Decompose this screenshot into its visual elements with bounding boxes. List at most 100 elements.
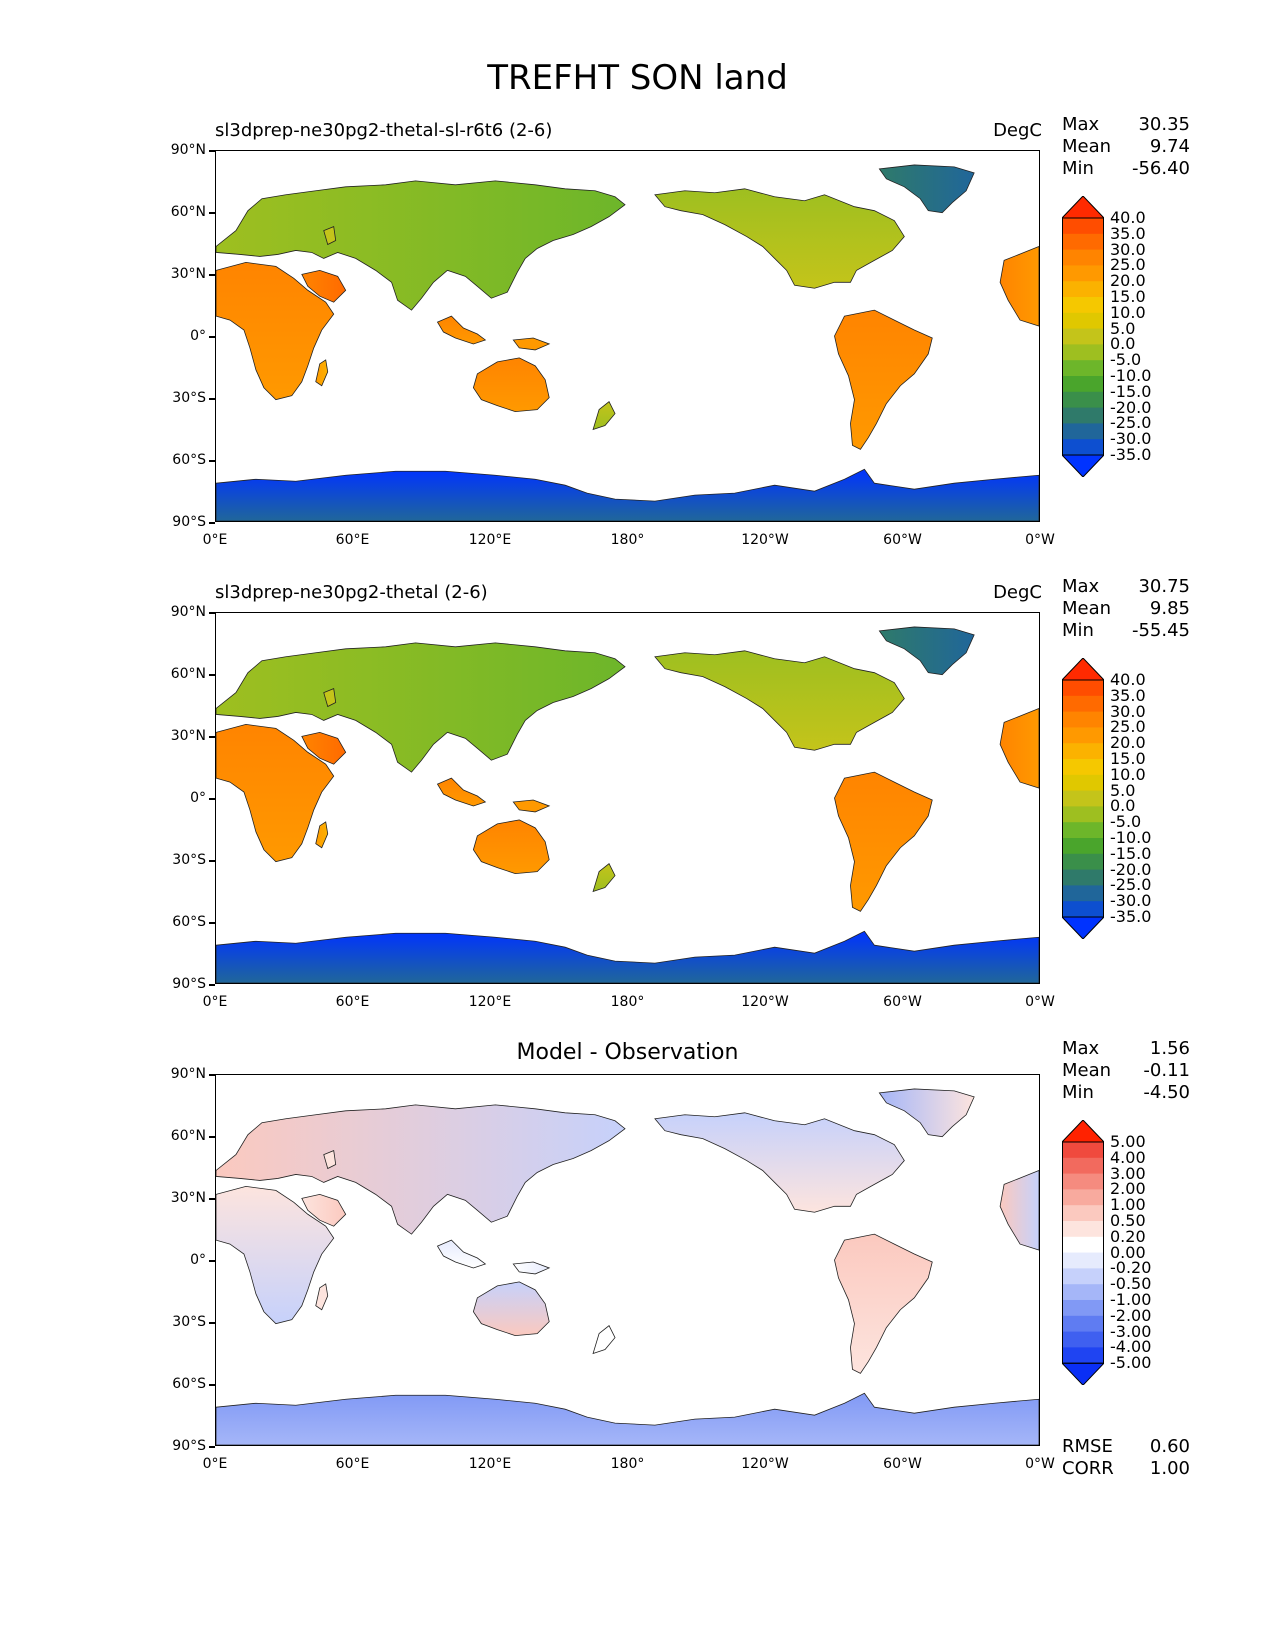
- panel-2-land-eurasia: [216, 642, 626, 773]
- panel-3-map-svg: [216, 1088, 1039, 1445]
- panel-1-colorbar-label: -5.0: [1110, 350, 1142, 370]
- panel-1-colorbar-segment: [1062, 344, 1104, 361]
- panel-2-colorbar-extend-top: [1060, 657, 1106, 681]
- panel-2-colorbar-segment: [1062, 806, 1104, 823]
- panel-3-land-namerica: [654, 1112, 905, 1213]
- panel-3-bottom-stat-rmse: RMSE 0.60: [1062, 1436, 1190, 1457]
- panel-3-colorbar-label: -1.00: [1110, 1289, 1152, 1309]
- panel-3-colorbar-label: 0.20: [1110, 1226, 1146, 1246]
- panel-1-lat-tick: 60°S: [146, 452, 215, 468]
- panel-1-lat-tick: 30°S: [146, 390, 215, 406]
- panel-2-lon-tick: 60°W: [883, 994, 922, 1010]
- panel-2-lon-tick: 0°W: [1025, 994, 1055, 1010]
- panel-1-colorbar-svg: [1060, 195, 1106, 478]
- panel-1-colorbar-segment: [1062, 376, 1104, 393]
- panel-3-land-newguinea: [512, 1261, 551, 1275]
- figure-title: TREFHT SON land: [487, 58, 788, 98]
- panel-1-colorbar-label: 10.0: [1110, 302, 1146, 322]
- panel-2-land-namerica: [654, 650, 905, 751]
- panel-2-units: DegC: [993, 582, 1042, 603]
- panel-3-title-center: Model - Observation: [516, 1040, 739, 1065]
- panel-2-map: [215, 612, 1040, 984]
- panel-2-colorbar-label: 40.0: [1110, 670, 1146, 689]
- panel-1-colorbar-label: -35.0: [1110, 444, 1152, 464]
- panel-1-land-samerica: [834, 309, 933, 450]
- panel-1-colorbar-segment: [1062, 312, 1104, 330]
- panel-1-land-westafrica_edge: [999, 246, 1039, 327]
- panel-2-lon-tick: 180°: [610, 994, 645, 1010]
- panel-2-lon-tick: 60°E: [335, 994, 370, 1010]
- panel-1-lon-tick: 120°E: [468, 532, 512, 548]
- panel-1-colorbar-label: -30.0: [1110, 429, 1152, 449]
- panel-1-lon-tick: 60°W: [883, 532, 922, 548]
- panel-2-land-samerica: [834, 771, 933, 912]
- panel-3-land-seasia: [436, 1239, 487, 1269]
- panel-3-colorbar-segment: [1062, 1252, 1104, 1269]
- panel-1-land-madagascar: [315, 359, 329, 387]
- panel-3-stat-mean: Mean -0.11: [1062, 1060, 1190, 1081]
- panel-1-stat-label: Mean: [1062, 136, 1112, 157]
- panel-2-colorbar-segment: [1062, 774, 1104, 792]
- panel-3-colorbar-label: 5.00: [1110, 1132, 1146, 1151]
- panel-2-land-westafrica_edge: [999, 708, 1039, 789]
- panel-1-stat-value: -56.40: [1131, 158, 1190, 179]
- panel-2-land-australia: [472, 819, 550, 874]
- panel-3-lon-tick: 120°E: [468, 1456, 512, 1472]
- panel-3-land-madagascar: [315, 1283, 329, 1311]
- panel-3-land-westafrica_edge: [999, 1170, 1039, 1251]
- panel-3-land-africa: [216, 1185, 335, 1325]
- panel-2-lon-tick: 0°E: [202, 994, 228, 1010]
- panel-1-lat-tick: 60°N: [146, 204, 215, 220]
- panel-3-lon-tick: 0°E: [202, 1456, 228, 1472]
- panel-3-land-nz: [592, 1325, 616, 1355]
- panel-1-land-australia: [472, 357, 550, 412]
- panel-1-lat-tick: 90°N: [146, 142, 215, 158]
- panel-3-lat-tick: 60°N: [146, 1128, 215, 1144]
- panel-1-land-seasia: [436, 315, 487, 345]
- panel-3-colorbar-segment: [1062, 1141, 1104, 1159]
- panel-2-colorbar-extend-bottom: [1060, 916, 1106, 940]
- panel-1-colorbar-label: -10.0: [1110, 365, 1152, 385]
- panel-2-colorbar-label: -35.0: [1110, 906, 1152, 926]
- panel-3-colorbar-segment: [1062, 1220, 1104, 1238]
- panel-2-colorbar-label: -30.0: [1110, 891, 1152, 911]
- panel-3-land-greenland: [878, 1088, 975, 1138]
- panel-2-stat-max: Max 30.75: [1062, 576, 1190, 597]
- panel-3-colorbar-label: -4.00: [1110, 1337, 1152, 1357]
- panel-1-lat-tick: 0°: [146, 328, 215, 344]
- panel-1-colorbar-label: 30.0: [1110, 239, 1146, 259]
- panel-3-land-antarctica: [216, 1392, 1039, 1445]
- panel-1-lon-tick: 120°W: [741, 532, 789, 548]
- panel-1-land-arabia: [301, 269, 347, 303]
- panel-3-colorbar-label: 3.00: [1110, 1163, 1146, 1183]
- panel-1-colorbar-label: -15.0: [1110, 381, 1152, 401]
- panel-1-land-greenland: [878, 164, 975, 214]
- panel-1-colorbar-segment: [1062, 281, 1104, 298]
- panel-3-colorbar-segment: [1062, 1205, 1104, 1222]
- panel-2-colorbar-label: 35.0: [1110, 685, 1146, 705]
- panel-3-bottom-stat-value: 1.00: [1149, 1458, 1190, 1479]
- panel-1-stat-value: 30.35: [1138, 114, 1190, 135]
- panel-1-colorbar-label: 0.0: [1110, 334, 1136, 354]
- panel-1-colorbar-label: 20.0: [1110, 271, 1146, 291]
- panel-2-colorbar-label: -15.0: [1110, 843, 1152, 863]
- panel-3-lat-tick: 30°S: [146, 1314, 215, 1330]
- panel-1-lat-tick: 30°N: [146, 266, 215, 282]
- panel-3-stat-value: -4.50: [1143, 1082, 1190, 1103]
- panel-1-stat-min: Min -56.40: [1062, 158, 1190, 179]
- panel-3-lat-tick: 90°S: [146, 1438, 215, 1454]
- panel-2-colorbar-segment: [1062, 727, 1104, 744]
- panel-1-colorbar-label: 35.0: [1110, 223, 1146, 243]
- panel-3-colorbar-label: -5.00: [1110, 1353, 1152, 1373]
- panel-2-lon-tick: 120°E: [468, 994, 512, 1010]
- panel-3-colorbar-label: 2.00: [1110, 1179, 1146, 1199]
- panel-3-land-samerica: [834, 1233, 933, 1374]
- panel-3-land-arabia: [301, 1193, 347, 1227]
- panel-1-colorbar-segment: [1062, 233, 1104, 251]
- panel-3-colorbar-label: 0.00: [1110, 1242, 1146, 1262]
- panel-1-title-left: sl3dprep-ne30pg2-thetal-sl-r6t6 (2-6): [215, 120, 553, 141]
- panel-3-lon-tick: 120°W: [741, 1456, 789, 1472]
- panel-2-colorbar-label: 10.0: [1110, 764, 1146, 784]
- panel-2-title-left: sl3dprep-ne30pg2-thetal (2-6): [215, 582, 488, 603]
